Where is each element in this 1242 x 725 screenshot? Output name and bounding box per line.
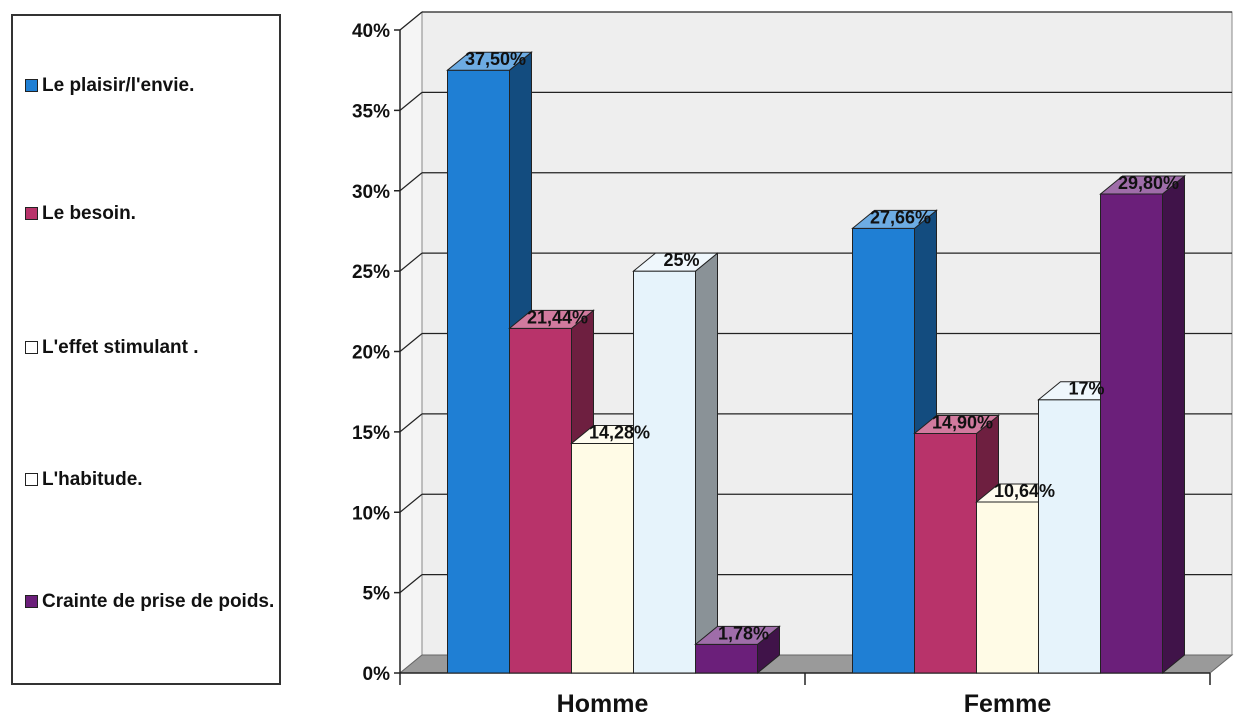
bar-top [1099, 175, 1186, 195]
bar-top [694, 625, 781, 645]
y-tick-label: 40% [352, 21, 390, 42]
legend-label: L'effet stimulant . [42, 337, 199, 358]
legend-swatch-plaisir [25, 79, 38, 92]
data-label: 17% [1068, 379, 1104, 399]
legend-item: Le besoin. [25, 202, 275, 226]
gridline-side [399, 493, 423, 513]
y-tick-label: 10% [352, 503, 390, 524]
bar [1038, 399, 1101, 674]
gridline-side [399, 413, 423, 433]
y-tick-label: 15% [352, 423, 390, 444]
gridline-side [399, 252, 423, 272]
y-tick-label: 35% [352, 101, 390, 122]
gridline-side [399, 172, 423, 192]
bar-side [695, 252, 718, 675]
bar-top [913, 414, 1000, 434]
bar [852, 227, 915, 674]
data-label: 10,64% [994, 481, 1055, 501]
data-label: 29,80% [1118, 173, 1179, 193]
bar-top [508, 309, 595, 329]
legend-item: Le plaisir/l'envie. [25, 74, 275, 98]
bar [695, 643, 758, 674]
y-tick-label: 5% [363, 584, 391, 605]
category-label: Femme [964, 690, 1052, 718]
legend-swatch-crainte [25, 595, 38, 608]
legend-swatch-besoin [25, 207, 38, 220]
data-label: 14,28% [589, 422, 650, 442]
gridline-side [399, 574, 423, 594]
chart-legend: Le plaisir/l'envie. Le besoin. L'effet s… [11, 14, 281, 685]
bar [571, 442, 634, 674]
y-tick-label: 20% [352, 343, 390, 364]
legend-item: Crainte de prise de poids. [25, 590, 275, 614]
bar [509, 327, 572, 674]
data-label: 1,78% [718, 623, 769, 643]
legend-label: Crainte de prise de poids. [42, 591, 275, 612]
gridline-side [399, 11, 423, 31]
bar [914, 432, 977, 674]
legend-swatch-habitude [25, 473, 38, 486]
gridline-side [399, 333, 423, 352]
legend-item: L'habitude. [25, 468, 275, 492]
category-label: Homme [557, 690, 649, 718]
data-label: 37,50% [465, 49, 526, 69]
legend-label: L'habitude. [42, 469, 143, 490]
bar-top [446, 51, 533, 71]
bar [447, 69, 510, 674]
data-label: 21,44% [527, 307, 588, 327]
y-tick-label: 0% [363, 664, 391, 685]
bar [633, 270, 696, 674]
bar-top [851, 209, 938, 229]
data-label: 25% [663, 250, 699, 270]
legend-label: Le besoin. [42, 203, 136, 224]
bar [1100, 193, 1163, 674]
bar-top [632, 252, 719, 272]
gridline-side [399, 91, 423, 111]
y-tick-label: 30% [352, 182, 390, 203]
bar [976, 501, 1039, 674]
data-label: 27,66% [870, 207, 931, 227]
data-label: 14,90% [932, 412, 993, 432]
bar-side [1162, 174, 1185, 675]
legend-swatch-effet [25, 341, 38, 354]
legend-label: Le plaisir/l'envie. [42, 75, 195, 96]
y-tick-label: 25% [352, 262, 390, 283]
legend-item: L'effet stimulant . [25, 336, 275, 360]
